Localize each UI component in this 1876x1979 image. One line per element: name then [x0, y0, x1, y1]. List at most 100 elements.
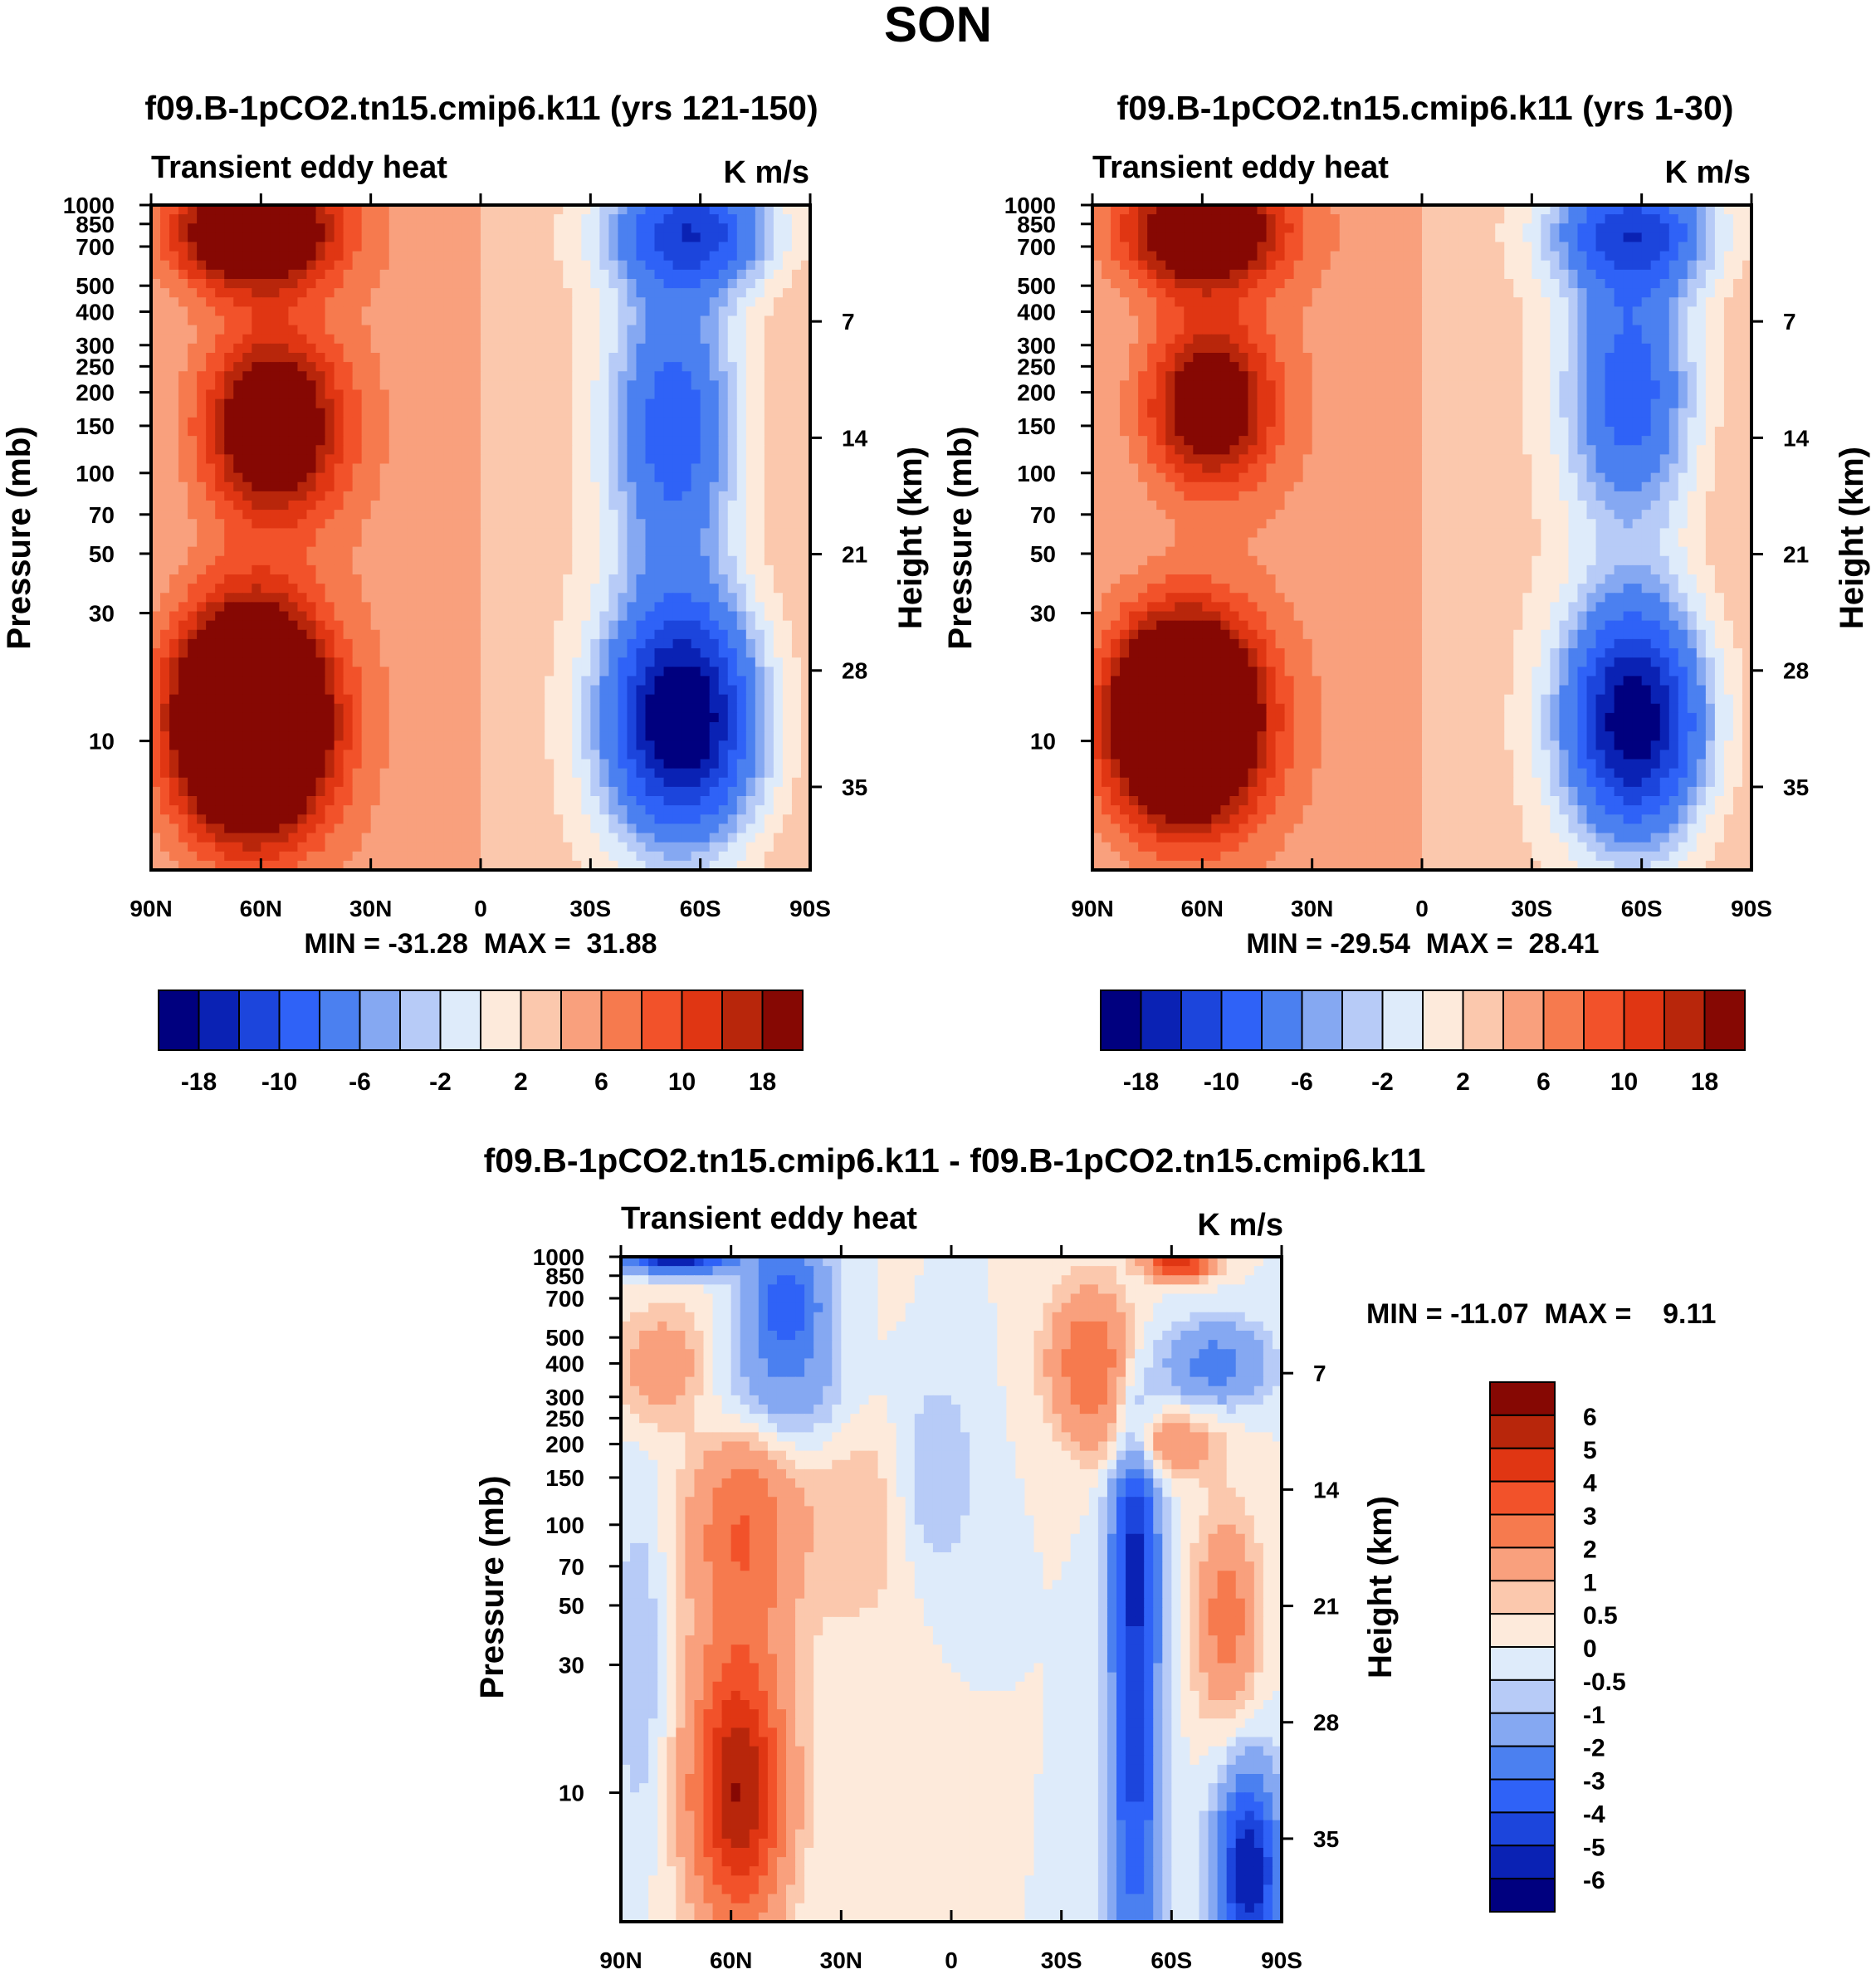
contour-cell — [572, 584, 582, 594]
contour-cell — [792, 519, 802, 529]
contour-cell — [499, 316, 509, 326]
contour-cell — [242, 371, 252, 381]
contour-cell — [252, 676, 261, 686]
contour-cell — [178, 686, 188, 696]
contour-cell — [371, 464, 381, 474]
contour-cell — [646, 279, 656, 289]
contour-cell — [206, 574, 216, 584]
contour-cell — [380, 760, 390, 770]
contour-cell — [746, 602, 756, 612]
contour-cell — [297, 750, 307, 760]
contour-cell — [462, 325, 472, 335]
contour-cell — [325, 796, 335, 806]
contour-cell — [526, 593, 536, 603]
contour-cell — [710, 805, 720, 815]
contour-cell — [242, 648, 252, 658]
contour-cell — [627, 297, 637, 307]
contour-cell — [554, 214, 564, 224]
contour-cell — [490, 445, 500, 455]
contour-cell — [417, 584, 427, 594]
contour-cell — [306, 760, 316, 770]
contour-cell — [270, 408, 280, 418]
contour-cell — [453, 731, 463, 741]
contour-cell — [581, 704, 591, 714]
contour-cell — [710, 713, 720, 723]
contour-cell — [554, 491, 564, 501]
contour-cell — [444, 695, 454, 705]
contour-cell — [335, 704, 344, 714]
contour-cell — [306, 418, 316, 428]
contour-cell — [197, 796, 207, 806]
contour-cell — [682, 676, 692, 686]
contour-cell — [691, 769, 701, 779]
contour-cell — [169, 223, 179, 233]
contour-cell — [755, 833, 765, 843]
contour-cell — [608, 270, 618, 280]
contour-cell — [188, 731, 198, 741]
contour-cell — [673, 279, 683, 289]
contour-cell — [728, 344, 738, 354]
contour-cell — [206, 427, 216, 437]
contour-cell — [545, 454, 554, 464]
contour-cell — [618, 612, 628, 622]
contour-cell — [408, 593, 418, 603]
contour-cell — [297, 380, 307, 390]
contour-cell — [398, 676, 408, 686]
contour-cell — [426, 353, 436, 363]
contour-cell — [306, 519, 316, 529]
contour-cell — [710, 574, 720, 584]
contour-cell — [590, 306, 600, 316]
contour-cell — [279, 556, 289, 566]
contour-cell — [224, 344, 234, 354]
contour-cell — [774, 214, 784, 224]
contour-cell — [664, 399, 674, 409]
contour-cell — [408, 833, 418, 843]
contour-cell — [682, 306, 692, 316]
contour-cell — [481, 833, 491, 843]
contour-cell — [462, 223, 472, 233]
contour-cell — [499, 279, 509, 289]
contour-cell — [325, 833, 335, 843]
contour-cell — [444, 602, 454, 612]
contour-cell — [160, 482, 170, 492]
contour-cell — [261, 418, 271, 428]
contour-cell — [691, 750, 701, 760]
contour-cell — [344, 510, 354, 520]
contour-cell — [526, 491, 536, 501]
contour-cell — [197, 270, 207, 280]
contour-cell — [426, 270, 436, 280]
contour-cell — [398, 648, 408, 658]
contour-cell — [535, 344, 545, 354]
contour-cell — [508, 612, 518, 622]
contour-cell — [242, 760, 252, 770]
contour-cell — [408, 778, 418, 788]
contour-cell — [517, 612, 527, 622]
contour-cell — [297, 528, 307, 538]
contour-cell — [215, 621, 225, 631]
contour-cell — [691, 519, 701, 529]
contour-cell — [728, 796, 738, 806]
contour-cell — [408, 510, 418, 520]
contour-cell — [362, 612, 372, 622]
contour-cell — [710, 427, 720, 437]
contour-cell — [435, 252, 445, 261]
contour-cell — [270, 750, 280, 760]
contour-cell — [389, 408, 399, 418]
contour-cell — [435, 722, 445, 732]
contour-cell — [224, 667, 234, 677]
contour-cell — [242, 297, 252, 307]
contour-cell — [664, 722, 674, 732]
contour-cell — [362, 408, 372, 418]
contour-cell — [655, 252, 665, 261]
contour-cell — [344, 399, 354, 409]
contour-cell — [701, 657, 711, 667]
contour-cell — [792, 750, 802, 760]
contour-cell — [701, 362, 711, 372]
contour-cell — [252, 843, 261, 853]
contour-cell — [417, 740, 427, 750]
contour-cell — [279, 306, 289, 316]
contour-cell — [169, 740, 179, 750]
contour-cell — [572, 510, 582, 520]
contour-cell — [737, 491, 747, 501]
contour-cell — [261, 704, 271, 714]
